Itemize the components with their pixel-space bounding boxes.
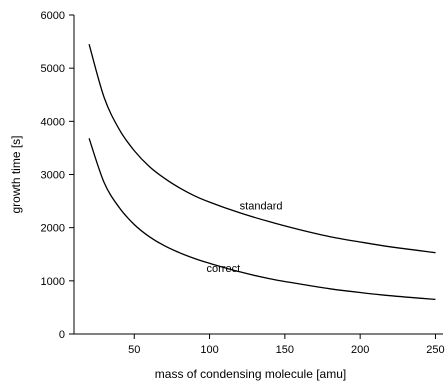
series-label-correct: correct (207, 263, 241, 275)
axes (73, 15, 443, 335)
series-line-standard (88, 44, 436, 254)
y-tick-label: 1000 (41, 276, 65, 288)
ticks: 0 1000 2000 3000 4000 5000 6000 50 100 150 200 250 (41, 10, 445, 356)
x-tick-label: 150 (276, 344, 294, 356)
x-tick-label: 100 (200, 344, 218, 356)
y-tick-label: 4000 (41, 116, 65, 128)
series-lines (88, 44, 436, 301)
series-line-correct (88, 138, 436, 301)
x-axis-label: mass of condensing molecule [amu] (155, 367, 346, 381)
y-tick-label: 6000 (41, 10, 65, 22)
x-tick-label: 50 (128, 344, 140, 356)
y-tick-label: 3000 (41, 170, 65, 182)
series-label-standard: standard (240, 201, 283, 213)
y-tick-label: 5000 (41, 63, 65, 75)
x-tick-label: 250 (426, 344, 444, 356)
x-tick-label: 200 (351, 344, 369, 356)
annotations: standard correct (207, 201, 283, 275)
y-axis-label: growth time [s] (9, 135, 23, 213)
y-tick-label: 0 (59, 329, 65, 341)
y-tick-label: 2000 (41, 223, 65, 235)
